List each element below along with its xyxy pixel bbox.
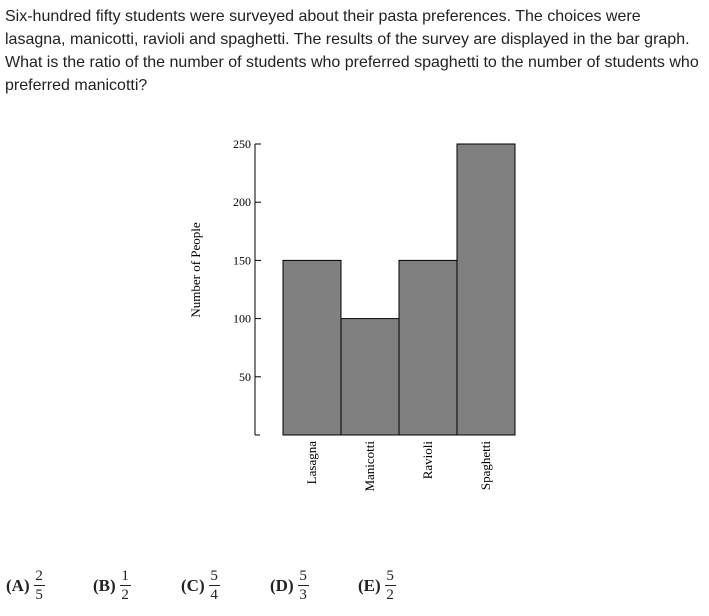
y-tick-label-250: 250 [233, 137, 251, 151]
choice-d-label: (D) [270, 575, 294, 595]
choice-a-label: (A) [6, 575, 30, 595]
bar-lasagna [282, 259, 342, 436]
y-tick-label-150: 150 [233, 253, 251, 267]
question-text: Six-hundred fifty students were surveyed… [5, 8, 699, 94]
choice-d-fraction: 5 3 [297, 568, 309, 603]
y-axis-label: Number of People [188, 222, 203, 318]
category-label-lasagna: Lasagna [304, 441, 319, 485]
category-label-spaghetti: Spaghetti [478, 441, 493, 490]
choice-e-fraction: 5 2 [384, 568, 396, 603]
choice-d[interactable]: (D) 5 3 [270, 568, 309, 603]
choice-e-label: (E) [358, 575, 381, 595]
choice-e-numerator: 5 [386, 568, 394, 584]
choice-c-numerator: 5 [210, 568, 218, 584]
choice-e[interactable]: (E) 5 2 [358, 568, 396, 603]
bar-chart: 50 100 150 200 250 Number of People Lasagna Man… [188, 137, 516, 492]
y-tick-label-200: 200 [233, 195, 251, 209]
y-tick-label-100: 100 [233, 312, 251, 326]
choice-b-numerator: 1 [121, 568, 129, 584]
choice-c[interactable]: (C) 5 4 [181, 568, 220, 603]
bar-manicotti [340, 318, 400, 436]
choice-a-fraction: 2 5 [33, 568, 45, 603]
category-label-ravioli: Ravioli [420, 441, 435, 480]
choice-d-numerator: 5 [299, 568, 307, 584]
choice-c-fraction: 5 4 [208, 568, 220, 603]
bar-spaghetti [456, 143, 516, 436]
choice-e-denominator: 2 [386, 587, 394, 603]
choice-a-numerator: 2 [35, 568, 43, 584]
choice-b-fraction: 1 2 [119, 568, 131, 603]
bar-ravioli [398, 259, 458, 436]
choice-c-label: (C) [181, 575, 205, 595]
category-label-manicotti: Manicotti [362, 441, 377, 492]
choice-b-denominator: 2 [121, 587, 129, 603]
choice-d-denominator: 3 [299, 587, 307, 603]
y-tick-label-50: 50 [239, 370, 251, 384]
choice-c-denominator: 4 [210, 587, 218, 603]
choice-a-denominator: 5 [35, 587, 43, 603]
choice-b[interactable]: (B) 1 2 [93, 568, 131, 603]
choice-b-label: (B) [93, 575, 116, 595]
choice-a[interactable]: (A) 2 5 [6, 568, 45, 603]
